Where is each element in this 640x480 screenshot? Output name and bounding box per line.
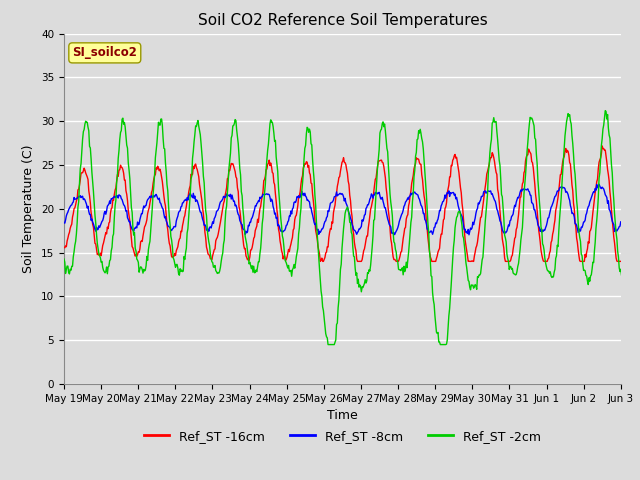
Y-axis label: Soil Temperature (C): Soil Temperature (C) xyxy=(22,144,35,273)
Title: Soil CO2 Reference Soil Temperatures: Soil CO2 Reference Soil Temperatures xyxy=(198,13,487,28)
Text: SI_soilco2: SI_soilco2 xyxy=(72,47,137,60)
Legend: Ref_ST -16cm, Ref_ST -8cm, Ref_ST -2cm: Ref_ST -16cm, Ref_ST -8cm, Ref_ST -2cm xyxy=(139,425,546,448)
X-axis label: Time: Time xyxy=(327,409,358,422)
